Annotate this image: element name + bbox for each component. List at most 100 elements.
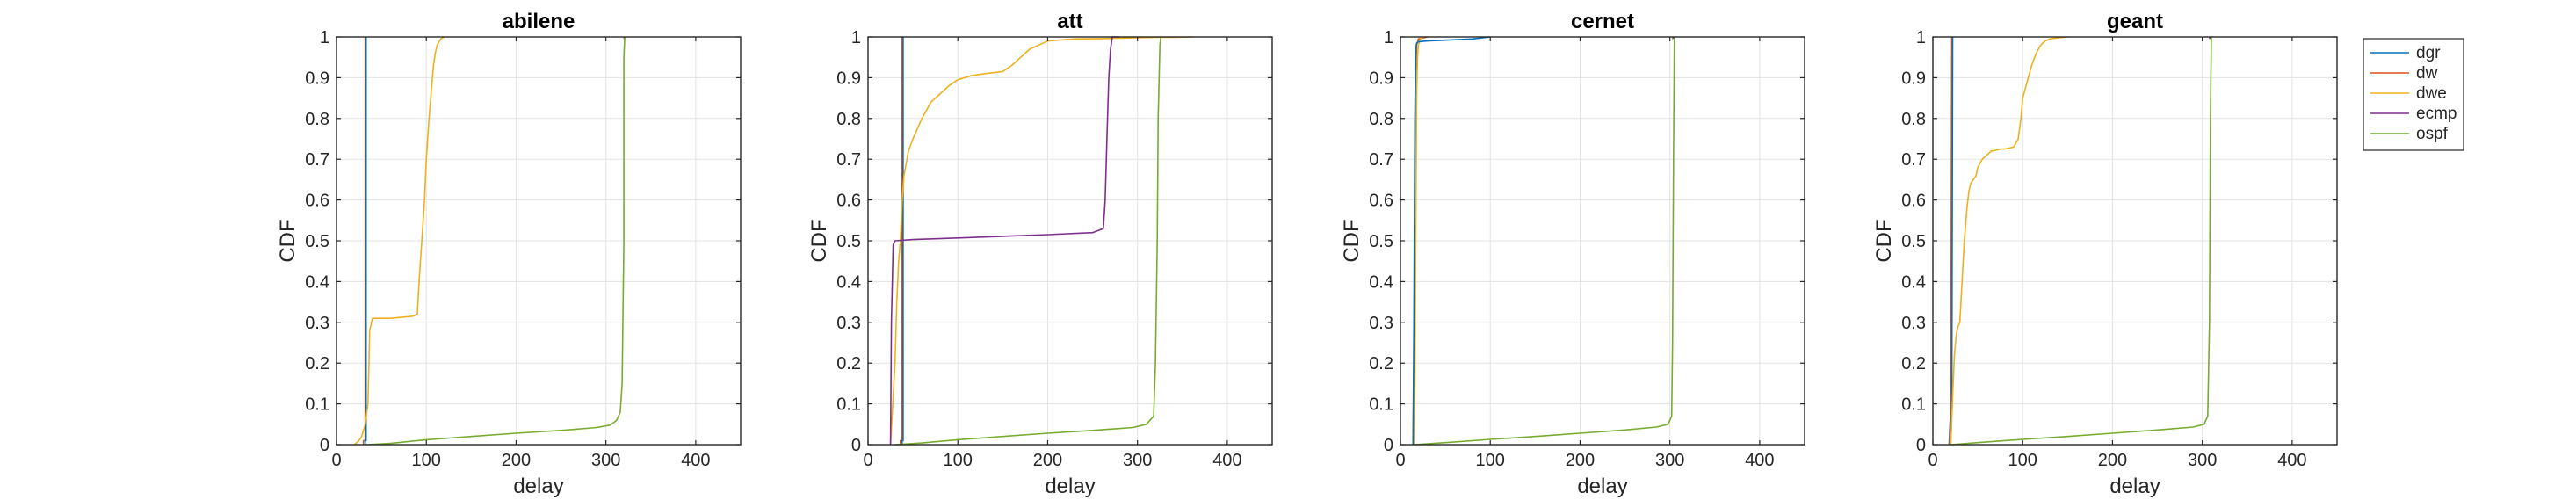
legend-label-dgr: dgr: [2416, 44, 2441, 62]
y-tick-label: 0.8: [1369, 110, 1393, 129]
chart-panel-att: 0 100 200 300 400 0 0.1 0.2 0.3 0.4 0.5 0.6 0.7 0.8 0.…: [807, 10, 1273, 498]
x-tick-label: 300: [1123, 451, 1152, 470]
y-tick-label: 0.9: [305, 69, 329, 88]
y-tick-label: 0.4: [1369, 272, 1393, 292]
x-tick-label: 200: [1566, 451, 1595, 470]
legend-box: [2363, 38, 2464, 151]
series-line-dgr: [1412, 36, 1491, 446]
series-line-dw: [900, 37, 903, 445]
series-line-ospf: [1950, 36, 2212, 446]
x-tick-label: 400: [1212, 451, 1241, 470]
y-tick-label: 0.6: [305, 192, 329, 211]
y-axis-label: CDF: [276, 219, 300, 262]
series-line-ecmp: [889, 36, 1120, 446]
y-tick-label: 0.1: [1901, 395, 1926, 415]
x-tick-label: 0: [863, 451, 872, 470]
y-tick-label: 0.4: [836, 272, 861, 292]
y-tick-label: 0.7: [305, 150, 329, 170]
y-axis-label: CDF: [1340, 219, 1364, 262]
x-tick-label: 0: [331, 451, 341, 470]
x-tick-label: 100: [1476, 451, 1505, 470]
y-tick-label: 0.5: [1901, 232, 1926, 251]
series-line-dwe: [1950, 36, 2068, 446]
x-tick-label: 400: [681, 451, 710, 470]
y-tick-label: 0.1: [305, 395, 329, 415]
series-line-ospf: [365, 36, 626, 446]
y-tick-label: 0.3: [836, 314, 861, 333]
y-tick-label: 0.8: [1901, 110, 1926, 129]
chart-title: abilene: [503, 10, 575, 33]
y-tick-label: 0.8: [836, 110, 861, 129]
series-line-dgr: [364, 37, 367, 445]
y-tick-label: 0.5: [1369, 232, 1393, 251]
y-axis-label: CDF: [807, 219, 831, 262]
x-tick-label: 300: [2188, 451, 2217, 470]
y-tick-label: 0: [320, 436, 329, 455]
series-line-dwe: [353, 36, 445, 446]
y-tick-label: 0.7: [1901, 150, 1926, 170]
legend-label-ospf: ospf: [2416, 125, 2449, 143]
chart-title: cernet: [1571, 10, 1634, 33]
chart-panel-abilene: 0 100 200 300 400 0 0.1 0.2 0.3 0.4 0.5 0.6 0.7 0.8 0.…: [276, 10, 742, 498]
y-tick-label: 0.1: [1369, 395, 1393, 415]
y-tick-label: 0.9: [1901, 69, 1926, 88]
x-axis-label: delay: [513, 475, 563, 498]
y-tick-label: 0.6: [836, 192, 861, 211]
y-tick-label: 0.2: [305, 354, 329, 373]
y-tick-label: 0.4: [305, 272, 329, 292]
x-tick-label: 200: [2098, 451, 2127, 470]
x-tick-label: 200: [502, 451, 531, 470]
y-tick-label: 0.5: [836, 232, 861, 251]
y-tick-label: 1: [320, 28, 329, 47]
chart-title: geant: [2107, 10, 2163, 33]
x-tick-label: 100: [2008, 451, 2037, 470]
y-tick-label: 0: [851, 436, 861, 455]
y-tick-label: 0.5: [305, 232, 329, 251]
x-tick-label: 0: [1395, 451, 1405, 470]
y-tick-label: 0.1: [836, 395, 861, 415]
y-tick-label: 0.7: [836, 150, 861, 170]
y-tick-label: 0.2: [836, 354, 861, 373]
y-tick-label: 0.3: [1901, 314, 1926, 333]
y-tick-label: 0.9: [836, 69, 861, 88]
x-tick-label: 400: [1745, 451, 1774, 470]
y-tick-label: 0.2: [1901, 354, 1926, 373]
y-tick-label: 0: [1384, 436, 1393, 455]
x-tick-label: 0: [1928, 451, 1937, 470]
chart-panel-geant: 0 100 200 300 400 0 0.1 0.2 0.3 0.4 0.5 0.6 0.7 0.8 0.…: [1872, 10, 2338, 498]
series-line-dwe: [1413, 36, 1424, 446]
x-tick-label: 100: [412, 451, 441, 470]
y-tick-label: 0.6: [1901, 192, 1926, 211]
y-tick-label: 1: [1384, 28, 1393, 47]
y-tick-label: 0: [1916, 436, 1926, 455]
x-tick-label: 200: [1033, 451, 1062, 470]
y-tick-label: 1: [851, 28, 861, 47]
x-tick-label: 100: [944, 451, 973, 470]
series-line-ospf: [1414, 36, 1675, 446]
y-tick-label: 0.9: [1369, 69, 1393, 88]
y-tick-label: 0.3: [1369, 314, 1393, 333]
x-tick-label: 300: [591, 451, 620, 470]
y-tick-label: 0.7: [1369, 150, 1393, 170]
series-line-dw: [362, 37, 366, 445]
y-tick-label: 1: [1916, 28, 1926, 47]
y-axis-label: CDF: [1872, 219, 1896, 262]
y-tick-label: 0.3: [305, 314, 329, 333]
y-tick-label: 0.8: [305, 110, 329, 129]
series-line-dwe: [889, 36, 1194, 446]
x-axis-label: delay: [1577, 475, 1627, 498]
x-axis-label: delay: [1045, 475, 1095, 498]
legend-label-dwe: dwe: [2416, 84, 2447, 103]
x-tick-label: 300: [1655, 451, 1684, 470]
series-line-ospf: [894, 36, 1161, 446]
x-axis-label: delay: [2109, 475, 2160, 498]
chart-title: att: [1057, 10, 1082, 33]
legend-label-dw: dw: [2416, 64, 2438, 83]
series-line-dgr: [901, 37, 904, 445]
y-tick-label: 0.2: [1369, 354, 1393, 373]
y-tick-label: 0.4: [1901, 272, 1926, 292]
x-tick-label: 400: [2277, 451, 2306, 470]
chart-panel-cernet: 0 100 200 300 400 0 0.1 0.2 0.3 0.4 0.5 0.6 0.7 0.8 0.…: [1340, 10, 1805, 498]
